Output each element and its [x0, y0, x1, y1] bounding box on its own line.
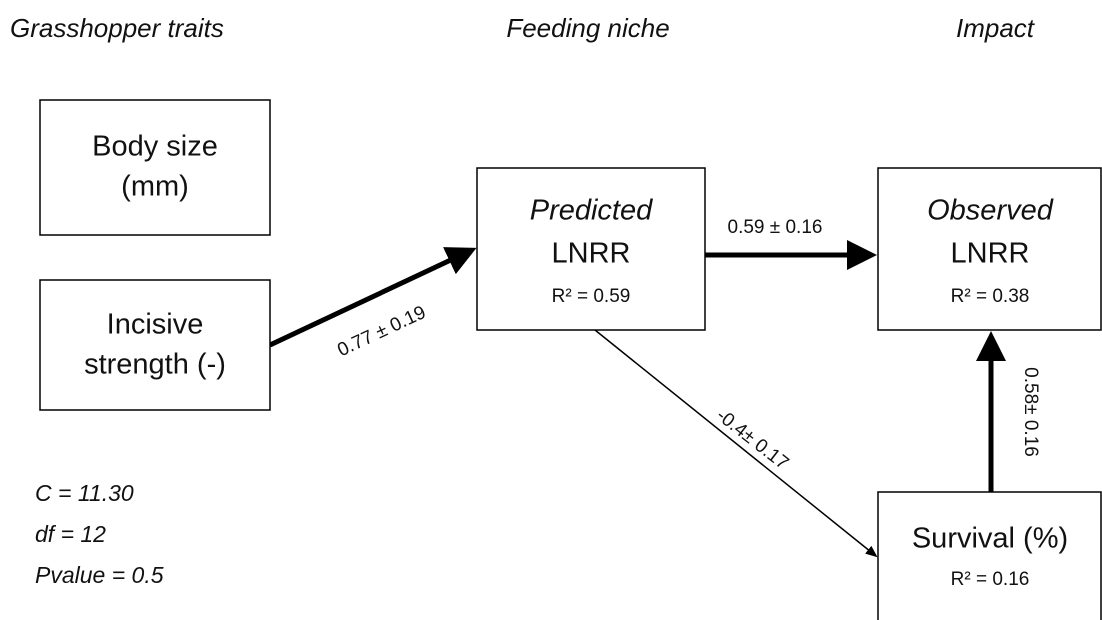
edge-arrow: [594, 329, 878, 558]
node-box: [877, 167, 1102, 331]
node-text: Predicted: [530, 195, 653, 227]
edge-label: 0.59 ± 0.16: [728, 217, 823, 238]
node-text: Observed: [927, 195, 1054, 227]
node-text: Body size: [92, 131, 218, 163]
edge-label: -0.4± 0.17: [712, 405, 792, 474]
column-header: Feeding niche: [506, 13, 669, 43]
edge-arrow: [268, 247, 477, 348]
node-box: [39, 279, 271, 411]
node-box: [877, 491, 1102, 620]
node-box: [476, 167, 706, 331]
node-text: Survival (%): [912, 523, 1068, 555]
column-header: Impact: [956, 13, 1036, 43]
node-box: [39, 99, 271, 236]
node-text: LNRR: [552, 238, 631, 270]
edge-label: 0.77 ± 0.19: [334, 302, 429, 361]
stat: Pvalue = 0.5: [35, 562, 164, 588]
node-text: strength (-): [84, 349, 226, 381]
stat: C = 11.30: [35, 480, 134, 506]
node-text: Incisive: [107, 309, 204, 341]
node-text: LNRR: [951, 238, 1030, 270]
node-text: R² = 0.59: [552, 286, 631, 307]
edge-label: 0.58± 0.16: [1020, 367, 1041, 457]
column-header: Grasshopper traits: [10, 13, 224, 43]
stat: df = 12: [35, 521, 106, 547]
node-text: (mm): [121, 171, 189, 203]
node-text: R² = 0.16: [951, 569, 1030, 590]
node-text: R² = 0.38: [951, 286, 1030, 307]
